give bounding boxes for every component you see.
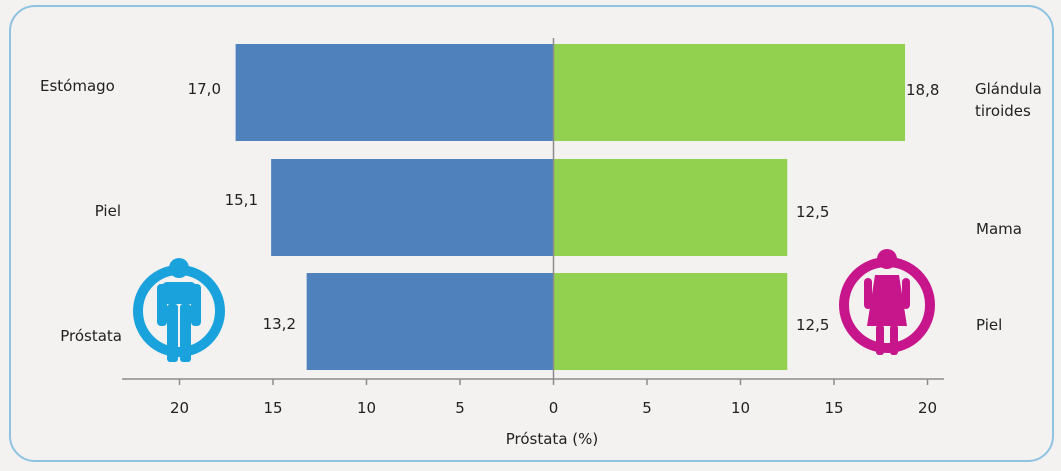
left-category-label: Estómago [40, 77, 115, 95]
x-tick-label: 15 [263, 399, 282, 417]
right-value-label: 18,8 [906, 81, 939, 99]
left-bar [306, 273, 554, 370]
right-category-label-line: Mama [976, 220, 1022, 238]
right-category-label-line: Glándula [975, 80, 1042, 98]
right-category-label-line: Piel [976, 316, 1002, 334]
right-category-label-line: tiroides [975, 102, 1031, 120]
x-tick-label: 20 [170, 399, 189, 417]
left-category-label: Piel [95, 202, 121, 220]
x-tick-label: 20 [918, 399, 937, 417]
left-bar [271, 159, 554, 256]
left-bar [235, 44, 554, 141]
x-tick-label: 10 [731, 399, 750, 417]
value-labels: 17,0 15,1 13,2 18,8 12,5 12,5 [188, 80, 940, 334]
x-axis-ticks: 20 15 10 5 0 5 10 15 20 [170, 379, 937, 417]
left-value-label: 17,0 [188, 80, 221, 98]
left-bars [235, 44, 554, 370]
right-category-labels: Glándula tiroides Mama Piel [975, 80, 1042, 334]
x-tick-label: 15 [824, 399, 843, 417]
x-axis-title: Próstata (%) [506, 430, 598, 448]
left-category-labels: Estómago Piel Próstata [40, 77, 122, 345]
right-bar [553, 273, 788, 370]
x-tick-label: 5 [455, 399, 465, 417]
x-tick-label: 0 [549, 399, 559, 417]
right-value-label: 12,5 [796, 316, 829, 334]
right-bars [553, 44, 906, 370]
left-value-label: 13,2 [263, 315, 296, 333]
right-value-label: 12,5 [796, 203, 829, 221]
female-person-icon [839, 249, 935, 355]
male-person-icon [133, 258, 225, 362]
x-tick-label: 10 [357, 399, 376, 417]
x-tick-label: 5 [642, 399, 652, 417]
right-bar [553, 44, 906, 141]
right-category-label: Glándula tiroides [975, 80, 1042, 120]
left-category-label: Próstata [60, 327, 122, 345]
right-bar [553, 159, 788, 256]
right-category-label: Mama [976, 220, 1022, 238]
right-category-label: Piel [976, 316, 1002, 334]
left-value-label: 15,1 [225, 191, 258, 209]
